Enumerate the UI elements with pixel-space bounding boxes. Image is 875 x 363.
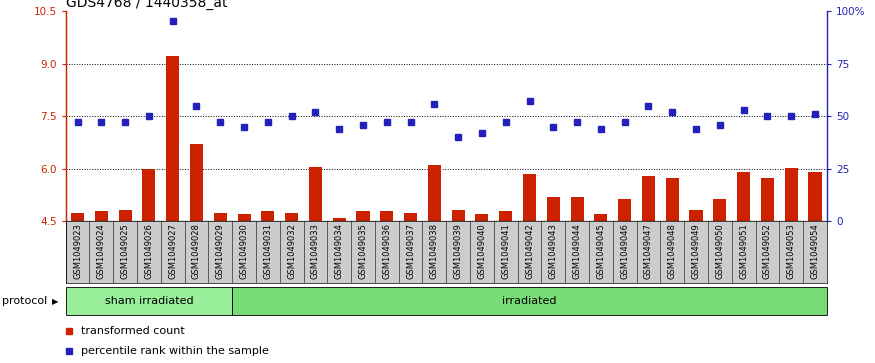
Text: GSM1049039: GSM1049039 [453, 223, 463, 279]
Text: GSM1049044: GSM1049044 [572, 223, 582, 279]
Text: GDS4768 / 1440358_at: GDS4768 / 1440358_at [66, 0, 228, 10]
Text: sham irradiated: sham irradiated [105, 296, 193, 306]
Bar [118, 210, 131, 221]
Bar [404, 213, 417, 221]
Bar [71, 213, 84, 221]
Text: GSM1049054: GSM1049054 [810, 223, 820, 279]
Text: GSM1049027: GSM1049027 [168, 223, 177, 279]
Bar [232, 287, 827, 315]
Bar [570, 197, 584, 221]
Bar [594, 214, 607, 221]
Bar [190, 144, 203, 221]
Text: GSM1049036: GSM1049036 [382, 223, 391, 279]
Text: GSM1049034: GSM1049034 [335, 223, 344, 279]
Text: GSM1049043: GSM1049043 [549, 223, 557, 279]
Text: GSM1049048: GSM1049048 [668, 223, 676, 279]
Bar [94, 211, 108, 221]
Text: protocol: protocol [2, 296, 47, 306]
Bar [499, 211, 512, 221]
Bar [547, 197, 560, 221]
Bar [452, 210, 465, 221]
Text: GSM1049051: GSM1049051 [739, 223, 748, 279]
Text: GSM1049023: GSM1049023 [73, 223, 82, 279]
Bar [713, 199, 726, 221]
Bar [690, 210, 703, 221]
Bar [428, 165, 441, 221]
Bar [285, 213, 298, 221]
Text: ▶: ▶ [52, 297, 59, 306]
Bar [237, 214, 250, 221]
Text: GSM1049038: GSM1049038 [430, 223, 439, 279]
Text: GSM1049042: GSM1049042 [525, 223, 534, 279]
Text: GSM1049032: GSM1049032 [287, 223, 296, 279]
Bar [309, 167, 322, 221]
Text: GSM1049049: GSM1049049 [691, 223, 701, 279]
Text: GSM1049030: GSM1049030 [240, 223, 248, 279]
Bar [214, 213, 227, 221]
Bar [143, 169, 156, 221]
Text: GSM1049050: GSM1049050 [716, 223, 724, 279]
Text: GSM1049040: GSM1049040 [478, 223, 487, 279]
Text: irradiated: irradiated [502, 296, 556, 306]
Text: GSM1049028: GSM1049028 [192, 223, 201, 279]
Bar [166, 57, 179, 221]
Text: percentile rank within the sample: percentile rank within the sample [80, 346, 269, 356]
Text: GSM1049041: GSM1049041 [501, 223, 510, 279]
Bar [475, 214, 488, 221]
Text: GSM1049045: GSM1049045 [597, 223, 605, 279]
Text: GSM1049047: GSM1049047 [644, 223, 653, 279]
Bar [262, 211, 275, 221]
Text: GSM1049024: GSM1049024 [97, 223, 106, 279]
Bar [785, 168, 798, 221]
Bar [523, 174, 536, 221]
Bar [737, 172, 750, 221]
Text: transformed count: transformed count [80, 326, 185, 335]
Bar [618, 199, 631, 221]
Text: GSM1049035: GSM1049035 [359, 223, 368, 279]
Bar [381, 211, 394, 221]
Bar [642, 176, 655, 221]
Text: GSM1049026: GSM1049026 [144, 223, 153, 279]
Text: GSM1049025: GSM1049025 [121, 223, 130, 279]
Bar [66, 287, 232, 315]
Text: GSM1049037: GSM1049037 [406, 223, 415, 279]
Text: GSM1049031: GSM1049031 [263, 223, 272, 279]
Text: GSM1049052: GSM1049052 [763, 223, 772, 279]
Text: GSM1049029: GSM1049029 [216, 223, 225, 279]
Bar [808, 172, 822, 221]
Bar [332, 218, 346, 221]
Bar [356, 211, 369, 221]
Bar [761, 178, 774, 221]
Text: GSM1049033: GSM1049033 [311, 223, 320, 279]
Text: GSM1049053: GSM1049053 [787, 223, 795, 279]
Bar [666, 178, 679, 221]
Text: GSM1049046: GSM1049046 [620, 223, 629, 279]
